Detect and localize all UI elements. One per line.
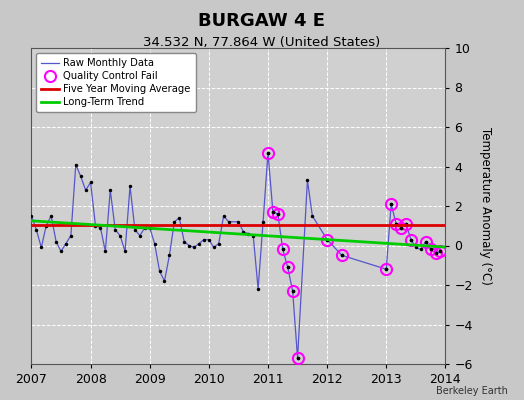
Quality Control Fail	[393, 221, 399, 226]
Quality Control Fail	[339, 253, 345, 258]
Raw Monthly Data	[438, 249, 444, 254]
Raw Monthly Data	[294, 356, 301, 360]
Text: Berkeley Earth: Berkeley Earth	[436, 386, 508, 396]
Text: 34.532 N, 77.864 W (United States): 34.532 N, 77.864 W (United States)	[144, 36, 380, 49]
Raw Monthly Data	[28, 214, 35, 218]
Quality Control Fail	[408, 237, 414, 242]
Raw Monthly Data	[171, 219, 178, 224]
Quality Control Fail	[388, 202, 395, 206]
Quality Control Fail	[422, 239, 429, 244]
Raw Monthly Data	[132, 227, 138, 232]
Quality Control Fail	[270, 210, 276, 214]
Quality Control Fail	[438, 249, 444, 254]
Quality Control Fail	[275, 212, 281, 216]
Raw Monthly Data	[215, 241, 222, 246]
Quality Control Fail	[383, 267, 389, 272]
Raw Monthly Data	[107, 188, 113, 192]
Quality Control Fail	[289, 288, 296, 293]
Quality Control Fail	[428, 247, 434, 252]
Quality Control Fail	[324, 237, 330, 242]
Line: Quality Control Fail: Quality Control Fail	[263, 147, 446, 364]
Line: Raw Monthly Data: Raw Monthly Data	[31, 153, 441, 358]
Raw Monthly Data	[265, 150, 271, 155]
Quality Control Fail	[265, 150, 271, 155]
Quality Control Fail	[398, 225, 404, 230]
Y-axis label: Temperature Anomaly (°C): Temperature Anomaly (°C)	[479, 127, 492, 285]
Raw Monthly Data	[398, 225, 404, 230]
Quality Control Fail	[294, 356, 301, 360]
Legend: Raw Monthly Data, Quality Control Fail, Five Year Moving Average, Long-Term Tren: Raw Monthly Data, Quality Control Fail, …	[37, 53, 196, 112]
Quality Control Fail	[432, 251, 439, 256]
Quality Control Fail	[285, 265, 291, 270]
Text: BURGAW 4 E: BURGAW 4 E	[199, 12, 325, 30]
Quality Control Fail	[403, 221, 409, 226]
Raw Monthly Data	[73, 162, 79, 167]
Quality Control Fail	[280, 247, 286, 252]
